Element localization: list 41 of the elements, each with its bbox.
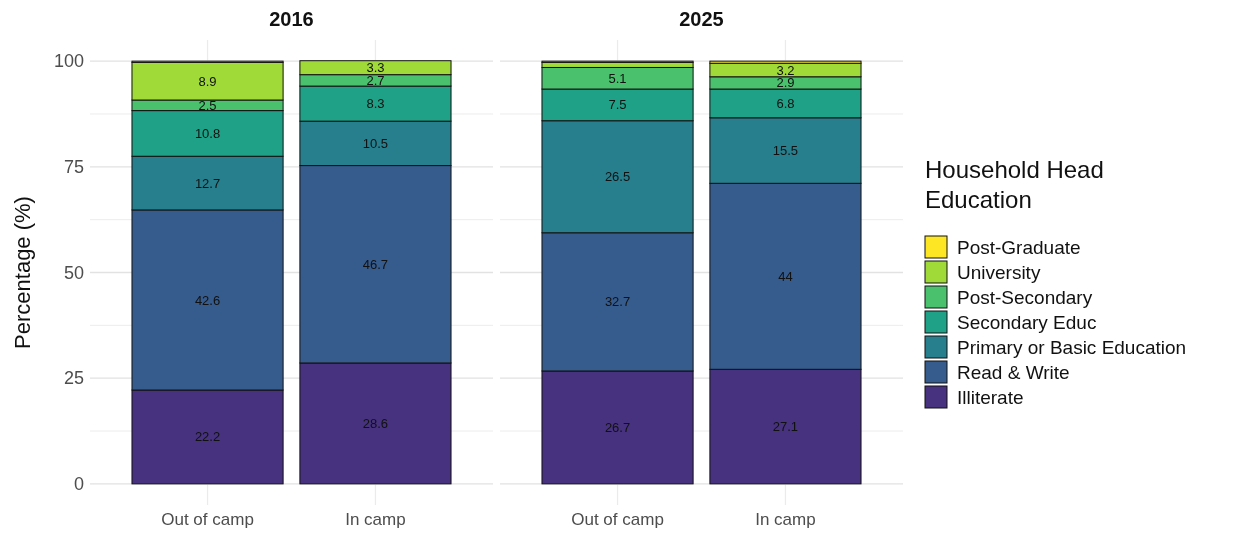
legend-label: Primary or Basic Education (957, 336, 1187, 358)
data-label: 26.5 (604, 169, 631, 185)
x-tick-label: In camp (755, 510, 816, 529)
data-label: 44 (778, 268, 793, 284)
y-tick-label: 75 (63, 157, 84, 178)
data-label: 32.7 (604, 294, 631, 310)
y-tick-label: 0 (73, 474, 84, 495)
data-label: 10.8 (194, 125, 221, 141)
data-label: 28.6 (362, 415, 389, 431)
legend-label: University (957, 261, 1041, 283)
data-label: 26.7 (604, 419, 631, 435)
y-tick-label: 50 (63, 262, 84, 283)
data-label: 8.3 (366, 96, 385, 112)
data-label: 46.7 (362, 256, 389, 272)
data-label: 22.2 (194, 429, 221, 445)
data-label: 8.9 (198, 73, 217, 89)
legend-label: Post-Secondary (957, 286, 1093, 308)
data-label: 15.5 (772, 143, 799, 159)
x-tick-label: In camp (345, 510, 406, 529)
y-axis-title: Percentage (%) (10, 196, 35, 349)
y-tick-label: 25 (63, 368, 84, 389)
x-tick-label: Out of camp (161, 510, 254, 529)
legend-label: Illiterate (957, 386, 1024, 408)
data-label: 2.5 (198, 97, 217, 113)
legend-label: Read & Write (957, 361, 1070, 383)
chart-title: 2016 (269, 8, 314, 30)
data-label: 6.8 (776, 95, 795, 111)
data-label: 3.2 (776, 62, 795, 78)
data-label: 27.1 (772, 419, 799, 435)
data-label: 12.7 (194, 175, 221, 191)
legend-title: Household Head Education (925, 156, 1104, 213)
data-label: 10.5 (362, 135, 389, 151)
x-tick-label: Out of camp (571, 510, 664, 529)
data-label: 5.1 (608, 70, 627, 86)
data-label: 42.6 (194, 292, 221, 308)
data-label: 7.5 (608, 97, 627, 113)
legend-label: Secondary Educ (957, 311, 1097, 333)
legend-label: Post-Graduate (957, 236, 1081, 258)
y-tick-label: 100 (53, 51, 84, 72)
data-label: 2.9 (776, 75, 795, 91)
chart-title: 2025 (679, 8, 724, 30)
